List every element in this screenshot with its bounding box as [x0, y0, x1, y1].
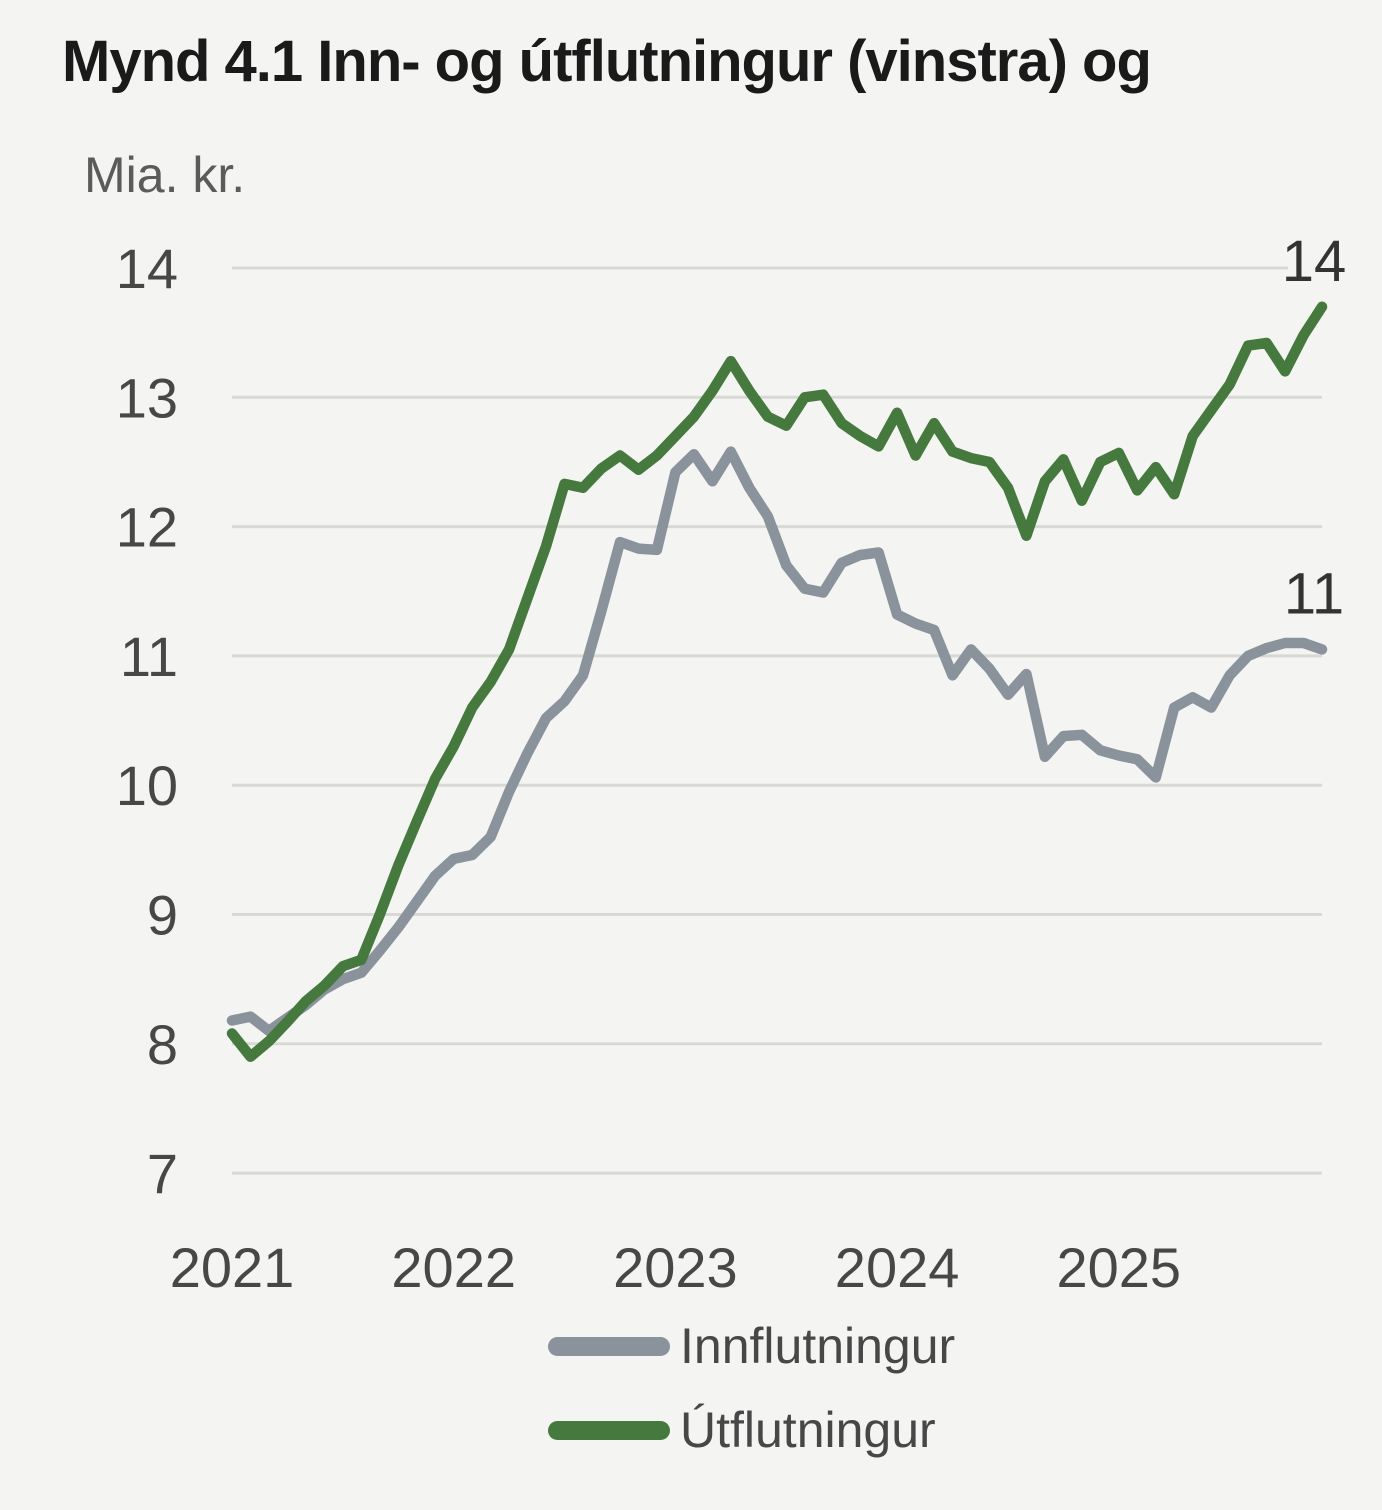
legend-label-import: Innflutningur: [680, 1318, 956, 1374]
export-line-swatch: [548, 1420, 670, 1440]
y-tick-label: 9: [147, 884, 178, 947]
legend: Innflutningur Útflutningur: [548, 1318, 955, 1458]
x-tick-label: 2022: [391, 1236, 516, 1299]
x-tick-label: 2021: [170, 1236, 295, 1299]
import-line-swatch: [548, 1336, 670, 1356]
y-tick-label: 10: [116, 754, 178, 817]
x-axis-tick-labels: 2021 2022 2023 2024 2025: [170, 1236, 1181, 1299]
gridlines: [232, 266, 1322, 1175]
y-tick-label: 8: [147, 1013, 178, 1076]
y-tick-label: 12: [116, 496, 178, 559]
x-tick-label: 2025: [1057, 1236, 1182, 1299]
export-line: [226, 301, 1328, 1062]
y-tick-label: 7: [147, 1142, 178, 1205]
y-axis-tick-labels: 7 8 9 10 11 12 13 14: [116, 237, 178, 1205]
legend-label-export: Útflutningur: [680, 1402, 936, 1458]
figure-title: Mynd 4.1 Inn- og útflutningur (vinstra) …: [62, 29, 1152, 94]
legend-item-export: Útflutningur: [548, 1402, 955, 1458]
import-line: [226, 446, 1328, 1037]
y-tick-label: 14: [116, 237, 178, 300]
import-end-label: 11: [1284, 561, 1344, 626]
x-tick-label: 2024: [835, 1236, 960, 1299]
export-end-label: 14: [1282, 229, 1347, 294]
legend-item-import: Innflutningur: [548, 1318, 955, 1374]
y-axis-unit: Mia. kr.: [84, 147, 246, 203]
y-tick-label: 13: [116, 366, 178, 429]
y-tick-label: 11: [120, 625, 178, 688]
x-tick-label: 2023: [613, 1236, 738, 1299]
